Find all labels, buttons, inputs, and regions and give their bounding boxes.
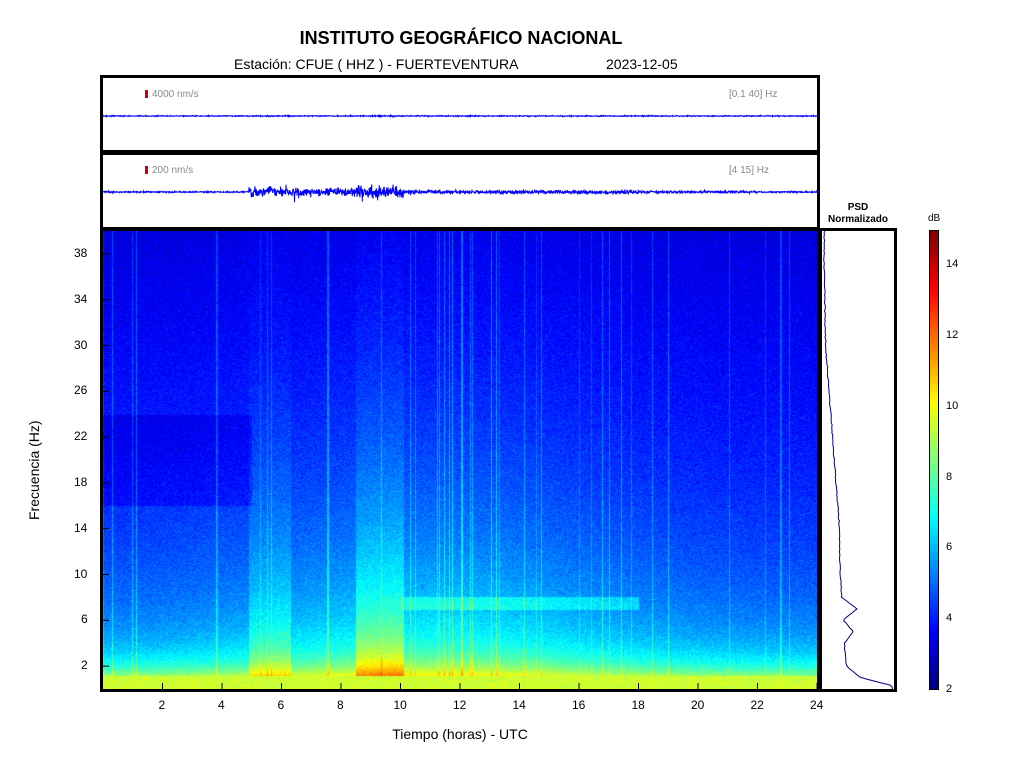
colorbar-tick-label: 6 <box>946 541 953 554</box>
y-tick-label: 34 <box>74 291 88 306</box>
y-tick-label: 14 <box>74 520 88 535</box>
colorbar <box>929 230 939 690</box>
psd-title: PSD Normalizado <box>827 202 888 225</box>
y-tick-label: 10 <box>74 566 88 581</box>
y-tick-label: 30 <box>74 337 88 352</box>
y-tick-label: 38 <box>74 245 88 260</box>
seismogram-filtered-trace <box>103 184 817 203</box>
seismogram-broadband: 4000 nm/s [0.1 40] Hz <box>100 75 820 153</box>
colorbar-unit: dB <box>928 213 941 224</box>
x-tick-label: 18 <box>631 698 645 712</box>
y-tick-label: 22 <box>74 429 88 444</box>
colorbar-tick-label: 4 <box>946 612 953 625</box>
x-tick-label: 10 <box>393 698 407 712</box>
psd-curve <box>823 230 893 690</box>
trace-scale-filtered: 200 nm/s <box>145 165 193 176</box>
scale-marker-icon <box>145 90 148 98</box>
trace-scale-broadband: 4000 nm/s <box>145 89 199 100</box>
colorbar-tick-label: 8 <box>946 470 953 483</box>
y-tick-label: 6 <box>81 612 88 627</box>
trace-band-filtered: [4 15] Hz <box>729 165 770 176</box>
trace-band-broadband: [0.1 40] Hz <box>729 89 778 100</box>
x-tick-label: 2 <box>158 698 166 712</box>
trace-line <box>103 184 817 203</box>
seismogram-filtered: 200 nm/s [4 15] Hz <box>100 152 820 230</box>
date-label: 2023-12-05 <box>606 56 678 72</box>
spectrogram-image <box>103 231 817 689</box>
colorbar-tick-label: 10 <box>946 399 959 412</box>
spectrogram <box>100 228 820 692</box>
page-title: INSTITUTO GEOGRÁFICO NACIONAL <box>299 28 623 48</box>
x-axis-label: Tiempo (horas) - UTC <box>392 726 528 742</box>
psd-line <box>823 230 893 690</box>
y-tick-label: 18 <box>74 474 88 489</box>
station-subtitle: Estación: CFUE ( HHZ ) - FUERTEVENTURA 2… <box>234 56 678 72</box>
seismogram-broadband-trace <box>103 113 817 119</box>
x-tick-label: 24 <box>810 698 824 712</box>
colorbar-tick-label: 12 <box>946 329 959 342</box>
x-tick-label: 20 <box>691 698 705 712</box>
scale-marker-icon <box>145 166 148 174</box>
x-tick-label: 6 <box>277 698 285 712</box>
station-label: Estación: CFUE ( HHZ ) - FUERTEVENTURA <box>234 56 519 72</box>
y-tick-label: 26 <box>74 383 88 398</box>
y-tick-label: 2 <box>81 658 88 673</box>
x-tick-label: 16 <box>572 698 586 712</box>
psd-panel <box>819 228 897 692</box>
x-tick-label: 4 <box>218 698 225 712</box>
colorbar-tick-label: 2 <box>946 683 953 695</box>
x-tick-label: 14 <box>512 698 526 712</box>
x-tick-label: 22 <box>750 698 764 712</box>
y-axis-label: Frecuencia (Hz) <box>26 420 42 520</box>
x-tick-label: 12 <box>453 698 467 712</box>
x-tick-label: 8 <box>337 698 344 712</box>
trace-line <box>103 113 817 119</box>
colorbar-tick-label: 14 <box>946 258 959 271</box>
spectrogram-ticks <box>103 253 817 689</box>
